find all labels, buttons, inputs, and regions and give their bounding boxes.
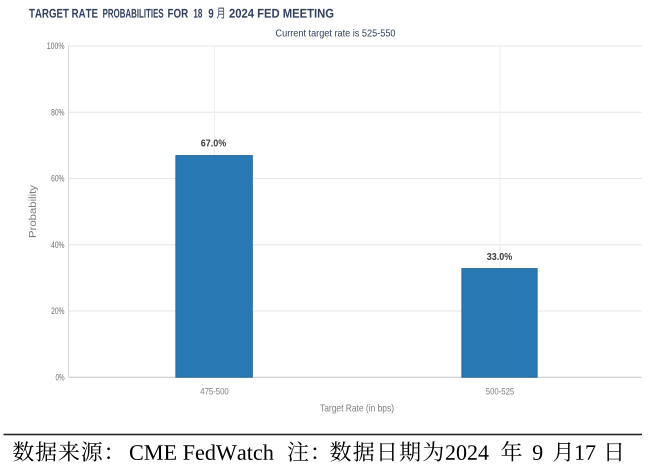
svg-text:Probability: Probability: [28, 185, 39, 238]
svg-text:60%: 60%: [51, 174, 64, 184]
svg-text:80%: 80%: [51, 108, 64, 118]
svg-text:67.0%: 67.0%: [201, 138, 227, 150]
svg-text:Current target rate is 525-550: Current target rate is 525-550: [276, 27, 396, 39]
svg-text:40%: 40%: [51, 240, 64, 250]
svg-text:20%: 20%: [51, 306, 64, 316]
svg-text:475-500: 475-500: [200, 387, 229, 397]
svg-text:33.0%: 33.0%: [487, 251, 513, 263]
svg-text:500-525: 500-525: [486, 387, 515, 397]
svg-text:100%: 100%: [47, 41, 65, 51]
svg-text:Target Rate (in bps): Target Rate (in bps): [320, 404, 394, 415]
svg-text:0%: 0%: [56, 373, 65, 383]
